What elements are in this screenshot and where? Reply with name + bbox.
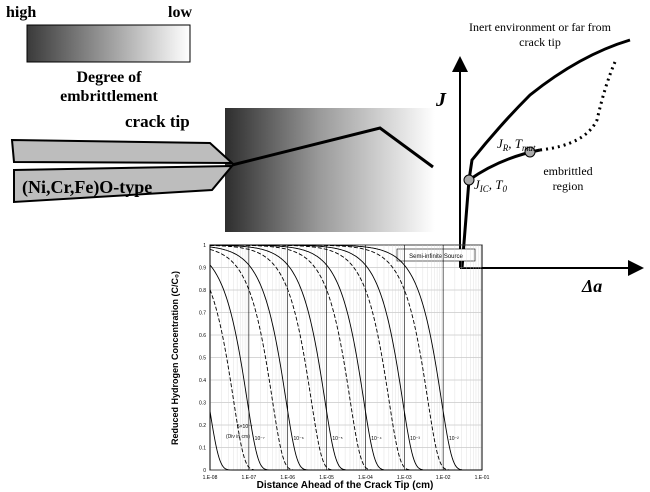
x-tick-label: 1.E-06 <box>280 475 295 481</box>
curve-label: 10⁻⁴ <box>371 436 381 442</box>
x-tick-label: 1.E-01 <box>475 475 490 481</box>
concentration-curve <box>209 264 482 471</box>
y-tick-label: 1 <box>203 243 206 249</box>
y-tick-label: 0.8 <box>199 288 206 294</box>
low-label: low <box>168 4 192 21</box>
concentration-curve <box>209 249 482 471</box>
legend: Semi-infinite Source <box>409 254 463 260</box>
concentration-curve <box>209 244 482 471</box>
x-tick-label: 1.E-07 <box>241 475 256 481</box>
y-tick-label: 0.3 <box>199 401 206 407</box>
x-tick-label: 1.E-05 <box>319 475 334 481</box>
curve-label: 10⁻² <box>449 436 459 442</box>
caption-line: embrittlement <box>60 88 158 105</box>
div-note: (Div in cm) <box>226 434 250 440</box>
crack-flank <box>13 164 235 204</box>
jr-point <box>524 146 536 158</box>
jic-label: JIC, T0 <box>474 177 508 194</box>
oxide-label: (Ni,Cr,Fe)O-type <box>22 177 152 198</box>
y-tick-label: 0.9 <box>199 266 206 272</box>
x-tick-label: 1.E-04 <box>358 475 373 481</box>
y-tick-label: 0 <box>203 468 206 474</box>
y-tick-label: 0.7 <box>199 311 206 317</box>
region-label: embrittled <box>543 164 592 178</box>
caption-line: Degree of <box>77 69 143 86</box>
crack-tip-label: crack tip <box>125 112 190 131</box>
gradient-bar <box>26 24 191 63</box>
x-axis-label: Δa <box>581 276 602 296</box>
x-tick-label: 1.E-02 <box>436 475 451 481</box>
concentration-curve <box>210 244 482 471</box>
x-tick-label: 1.E-03 <box>397 475 412 481</box>
inert-label: crack tip <box>519 35 561 49</box>
y-tick-label: 0.1 <box>199 446 206 452</box>
x-axis-label: Distance Ahead of the Crack Tip (cm) <box>257 480 434 491</box>
curve-label: 10⁻³ <box>410 436 420 442</box>
curve-label: 10⁻⁵ <box>332 436 342 442</box>
concentration-curve <box>209 411 482 471</box>
concentration-plot: Distance Ahead of the Crack Tip (cm) Red… <box>170 243 490 491</box>
concentration-curve <box>209 289 482 471</box>
curve-label: 10⁻⁶ <box>294 436 304 442</box>
y-tick-label: 0.5 <box>199 356 206 362</box>
region-label: region <box>553 179 584 193</box>
jic-point <box>463 174 475 186</box>
crack-path <box>231 126 434 169</box>
y-axis-label: Reduced Hydrogen Concentration (C/C₀) <box>170 271 180 445</box>
x-tick-label: 1.E-08 <box>203 475 218 481</box>
legend-box <box>396 248 476 262</box>
transition-curve <box>539 61 617 152</box>
y-tick-label: 0.2 <box>199 423 206 429</box>
y-tick-label: 0.6 <box>199 333 206 339</box>
concentration-curve <box>209 246 482 471</box>
embrittlement-zone <box>225 108 435 232</box>
curve-label: 10⁻⁷ <box>255 436 265 442</box>
curve-label: 5×10⁻⁷ <box>237 424 253 430</box>
inert-curve <box>460 38 631 269</box>
jr-label: JR, Tmat <box>497 136 536 153</box>
y-axis-label: J <box>435 89 447 111</box>
crack-flank <box>10 138 235 165</box>
inert-label: Inert environment or far from <box>469 20 612 34</box>
y-tick-label: 0.4 <box>199 378 206 384</box>
high-label: high <box>6 4 36 21</box>
